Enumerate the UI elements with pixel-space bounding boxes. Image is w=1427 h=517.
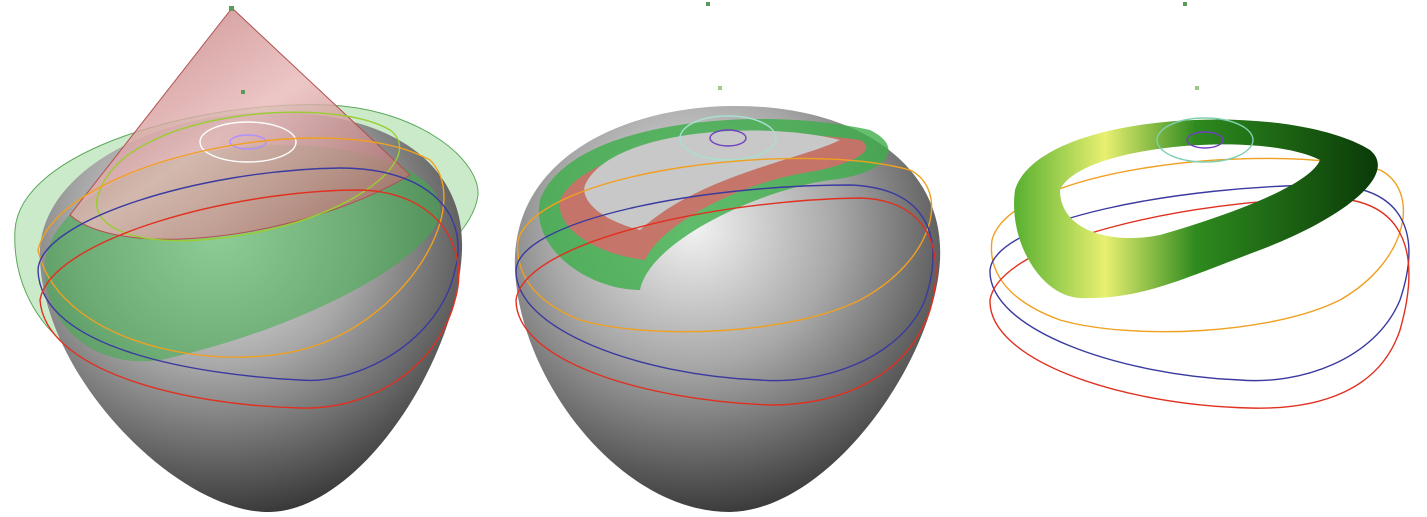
panel-2 [514,2,941,512]
control-point [241,90,245,94]
orange-loop [516,157,933,333]
panel-1 [14,6,479,513]
control-point [706,2,710,6]
control-point [718,86,722,90]
teal-loop [1156,117,1254,163]
inner-cap [584,130,840,230]
red-loop [39,189,460,409]
white-loop [229,134,267,150]
white-loop [679,115,777,161]
green-loop [95,111,401,242]
orange-loop [990,157,1405,333]
blue-loop [515,184,934,382]
red-loop [515,197,937,406]
red-cone [69,7,411,240]
control-point [1183,2,1187,6]
white-loop [199,121,297,163]
green-ring [1014,119,1378,299]
red-loop [989,197,1410,409]
control-point [229,6,234,11]
purple-loop [709,129,747,147]
blue-loop [989,184,1410,382]
control-point [1195,86,1199,90]
panel-3 [989,2,1410,409]
purple-loop [1186,131,1224,149]
orange-loop [37,137,445,358]
blue-loop [37,167,459,382]
